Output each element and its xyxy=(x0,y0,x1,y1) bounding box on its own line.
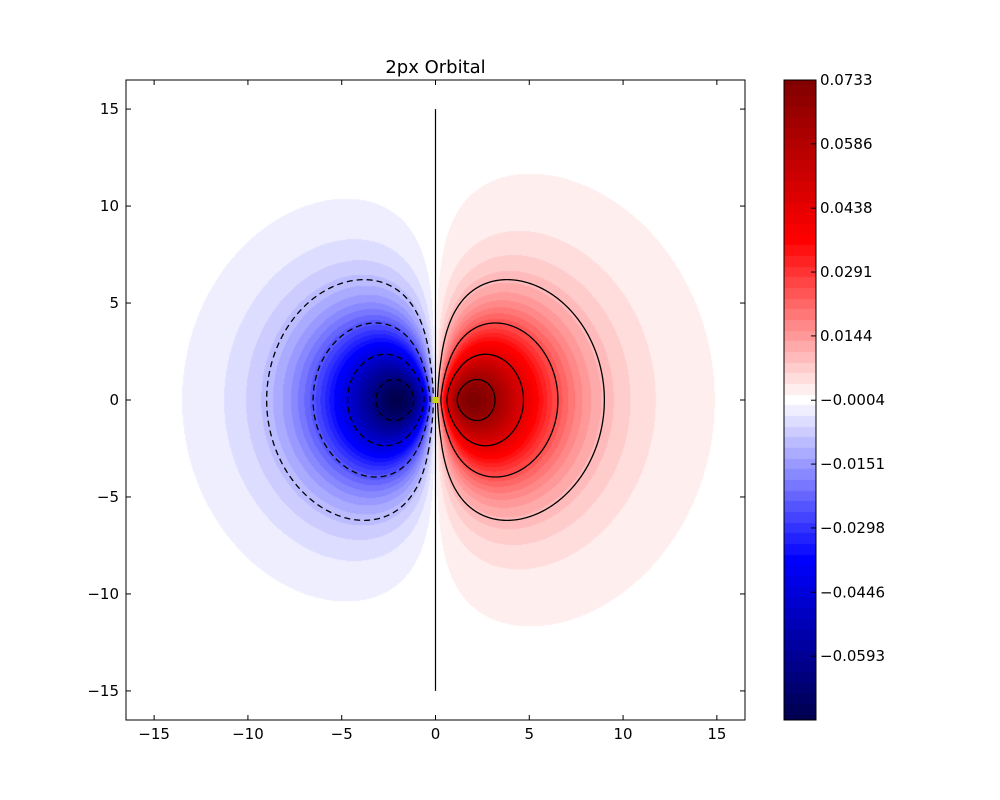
x-tick-label: −15 xyxy=(138,725,170,743)
colorbar-tick-label: 0.0438 xyxy=(820,199,873,217)
x-tick-label: 5 xyxy=(525,725,535,743)
origin-marker xyxy=(432,397,439,403)
y-tick-label: 0 xyxy=(109,391,119,409)
colorbar-tick-label: 0.0144 xyxy=(820,327,873,345)
negative-contour-line xyxy=(375,378,415,422)
y-tick-label: 15 xyxy=(100,100,119,118)
colorbar-tick-label: −0.0446 xyxy=(820,583,885,601)
y-tick-label: −15 xyxy=(87,682,119,700)
x-tick-label: 0 xyxy=(431,725,441,743)
colorbar-gradient xyxy=(784,80,816,720)
plot-area xyxy=(154,109,718,692)
positive-contour-line xyxy=(446,353,525,447)
positive-contour-line xyxy=(456,378,496,422)
colorbar-tick-label: −0.0004 xyxy=(820,391,885,409)
x-tick-label: 10 xyxy=(614,725,633,743)
colorbar-tick-label: −0.0593 xyxy=(820,647,885,665)
colorbar-tick-label: −0.0298 xyxy=(820,519,885,537)
y-tick-label: 10 xyxy=(100,197,119,215)
positive-contour-line xyxy=(440,322,559,478)
colorbar-tick-label: 0.0291 xyxy=(820,263,873,281)
colorbar-tick-label: −0.0151 xyxy=(820,455,885,473)
colorbar-tick-label: 0.0586 xyxy=(820,135,873,153)
colorbar: 0.0733 0.0586 0.0438 0.0291 0.0144 −0.0004 −0.… xyxy=(783,71,885,721)
colorbar-ticks: 0.0733 0.0586 0.0438 0.0291 0.0144 −0.0004 −0.… xyxy=(811,71,885,665)
negative-contour-line xyxy=(312,322,431,478)
y-tick-label: 5 xyxy=(109,294,119,312)
y-tick-label: −10 xyxy=(87,585,119,603)
chart-title: 2px Orbital xyxy=(385,57,485,78)
x-tick-label: 15 xyxy=(707,725,726,743)
x-tick-label: −10 xyxy=(232,725,264,743)
y-axis: −15 −10 −5 0 5 10 15 xyxy=(87,100,745,700)
x-tick-label: −5 xyxy=(331,725,353,743)
negative-contour-line xyxy=(346,353,425,447)
y-tick-label: −5 xyxy=(97,488,119,506)
colorbar-tick-label: 0.0733 xyxy=(820,71,873,89)
x-axis: −15 −10 −5 0 5 10 15 xyxy=(138,80,726,743)
